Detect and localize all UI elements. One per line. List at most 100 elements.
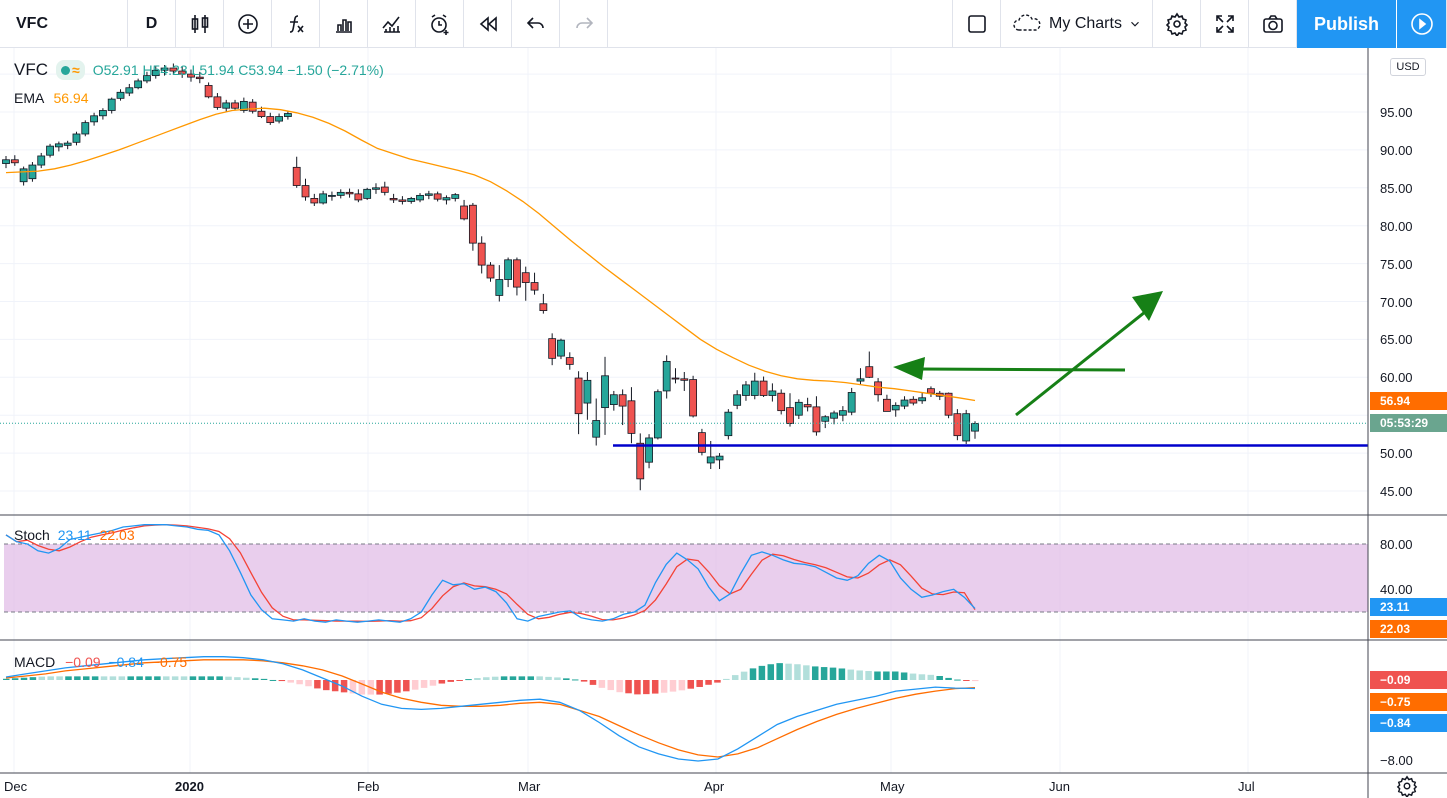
alarm-plus-icon xyxy=(430,14,448,35)
stoch-k-value: 23.11 xyxy=(57,527,92,543)
play-icon xyxy=(1410,13,1433,35)
macd-hist-bar xyxy=(100,676,108,680)
candle-body xyxy=(380,186,389,193)
candle-body xyxy=(107,98,116,111)
ema-legend[interactable]: EMA 56.94 xyxy=(14,90,89,106)
time-label: Feb xyxy=(357,779,380,794)
macd-hist-bar xyxy=(349,680,357,694)
macd-hist-bar xyxy=(554,677,561,680)
axes xyxy=(0,48,1447,798)
candle-body xyxy=(90,115,98,123)
left-arrow-line xyxy=(917,367,1126,372)
candle-body xyxy=(786,407,794,424)
settings-button[interactable] xyxy=(1153,0,1201,48)
candle-body xyxy=(777,392,786,412)
macd-legend[interactable]: MACD −0.09 −0.84 −0.75 xyxy=(14,654,187,670)
macd-hist-bar xyxy=(651,680,659,694)
macd-hist-bar xyxy=(669,680,677,692)
macd-hist-bar xyxy=(323,680,330,691)
candle-body xyxy=(557,339,565,357)
candle-body xyxy=(336,191,345,196)
wave-icon: ≈ xyxy=(72,62,80,78)
macd-hist-bar xyxy=(723,678,730,680)
macd-hist-bar xyxy=(376,680,383,695)
ema-value: 56.94 xyxy=(53,90,89,106)
macd-hist-bar xyxy=(749,668,757,680)
drawings[interactable] xyxy=(613,291,1368,447)
candle-body xyxy=(865,366,874,378)
symbol-search-button[interactable]: VFC xyxy=(0,0,128,48)
publish-button[interactable]: Publish xyxy=(1297,0,1397,48)
macd-hist-bar xyxy=(563,678,570,680)
fullscreen-toggle-button[interactable] xyxy=(953,0,1001,48)
candle-body xyxy=(10,159,19,164)
my-charts-button[interactable]: My Charts xyxy=(1001,0,1153,48)
macd-hist-value: −0.09 xyxy=(65,654,101,670)
macd-hist-bar xyxy=(705,680,712,685)
chart-style-button[interactable] xyxy=(176,0,224,48)
macd-hist-bar xyxy=(945,677,952,680)
candle-body xyxy=(160,67,169,71)
candle-body xyxy=(460,205,468,220)
macd-hist-bar xyxy=(251,678,259,680)
candle-body xyxy=(248,101,257,112)
undo-button[interactable] xyxy=(512,0,560,48)
stoch-d-value: 22.03 xyxy=(99,527,135,543)
indicators-button[interactable] xyxy=(272,0,320,48)
stoch-legend[interactable]: Stoch 23.11 22.03 xyxy=(14,527,135,543)
fullscreen-button[interactable] xyxy=(1201,0,1249,48)
candle-body xyxy=(495,279,504,296)
macd-pane xyxy=(3,656,979,762)
candle-body xyxy=(715,455,724,461)
candle-body xyxy=(794,401,803,416)
macd-hist-bar xyxy=(580,680,588,682)
interval-button[interactable]: D xyxy=(128,0,176,48)
chart-canvas[interactable] xyxy=(0,48,1447,798)
candle-body xyxy=(345,191,354,195)
ema-label: EMA xyxy=(14,90,44,106)
candle-body xyxy=(372,187,380,190)
candle-body xyxy=(565,357,574,365)
candle-body xyxy=(442,197,451,201)
macd-label: MACD xyxy=(14,654,56,670)
redo-button[interactable] xyxy=(560,0,608,48)
macd-hist-bar xyxy=(687,680,695,689)
alert-button[interactable] xyxy=(416,0,464,48)
candle-body xyxy=(424,193,433,196)
templates-button[interactable] xyxy=(368,0,416,48)
candle-body xyxy=(19,168,28,183)
legend-symbol[interactable]: VFC xyxy=(14,60,48,79)
candle-body xyxy=(151,69,160,77)
stoch-lines xyxy=(5,524,976,623)
macd-hist-bar xyxy=(74,676,81,680)
macd-hist-bar xyxy=(331,680,339,692)
candle-body xyxy=(759,380,768,396)
compare-button[interactable] xyxy=(224,0,272,48)
macd-hist-bar xyxy=(607,680,615,691)
currency-badge[interactable]: USD xyxy=(1390,58,1426,76)
candle-body xyxy=(847,392,856,413)
candle-body xyxy=(451,194,460,199)
play-button[interactable] xyxy=(1397,0,1447,48)
price-label: 70.00 xyxy=(1380,295,1413,310)
macd-hist-bar xyxy=(145,676,152,680)
financials-button[interactable] xyxy=(320,0,368,48)
line-chart-icon xyxy=(381,16,400,33)
replay-button[interactable] xyxy=(464,0,512,48)
visibility-badge[interactable]: ≈ xyxy=(56,60,85,80)
price-label: 45.00 xyxy=(1380,484,1413,499)
macd-hist-bar xyxy=(269,679,277,681)
time-label: 2020 xyxy=(175,779,204,794)
time-label: Mar xyxy=(518,779,541,794)
price-label: 75.00 xyxy=(1380,257,1413,272)
candle-body xyxy=(54,143,63,148)
gear-icon[interactable] xyxy=(1396,775,1418,797)
snapshot-button[interactable] xyxy=(1249,0,1297,48)
candle-body xyxy=(486,264,495,279)
macd-hist-bar xyxy=(625,680,632,694)
candle-body xyxy=(944,392,953,416)
chart-area[interactable]: VFC ≈ O52.91 H54.23 L51.94 C53.94 −1.50 … xyxy=(0,48,1447,798)
macd-hist-bar xyxy=(118,676,126,680)
candle-body xyxy=(927,388,935,394)
macd-hist-bar xyxy=(136,676,143,680)
